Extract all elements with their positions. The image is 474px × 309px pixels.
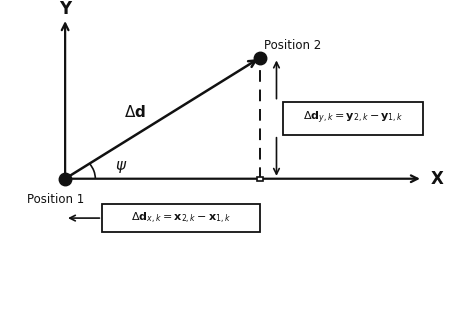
Text: Position 1: Position 1	[27, 193, 84, 206]
FancyBboxPatch shape	[283, 101, 423, 135]
Text: $\Delta \mathbf{d}_{x,k}=\mathbf{x}_{2,k}-\mathbf{x}_{1,k}$: $\Delta \mathbf{d}_{x,k}=\mathbf{x}_{2,k…	[131, 210, 231, 226]
Text: $\Delta \mathbf{d}_{y,k}=\mathbf{y}_{2,k}-\mathbf{y}_{1,k}$: $\Delta \mathbf{d}_{y,k}=\mathbf{y}_{2,k…	[303, 110, 403, 126]
Text: Y: Y	[59, 0, 71, 18]
Text: X: X	[430, 170, 443, 188]
Text: Position 2: Position 2	[264, 39, 321, 52]
FancyBboxPatch shape	[102, 205, 260, 232]
Bar	[257, 177, 263, 181]
Text: $\psi$: $\psi$	[115, 159, 127, 175]
Text: $\Delta \mathbf{d}$: $\Delta \mathbf{d}$	[124, 104, 146, 120]
